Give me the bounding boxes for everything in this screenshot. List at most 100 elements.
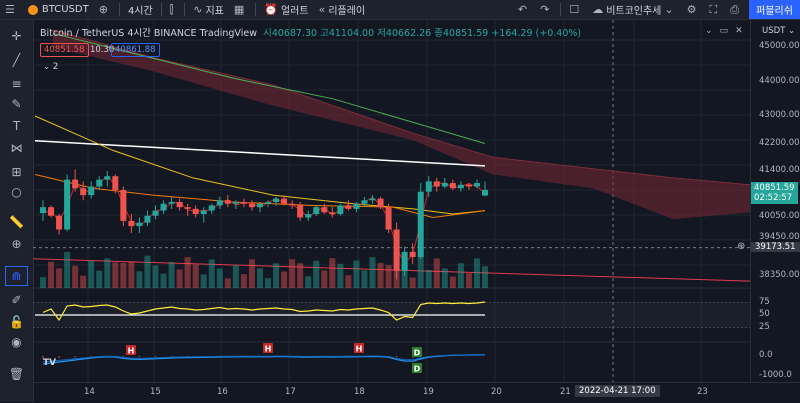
- publish-button[interactable]: 퍼블리쉬: [749, 0, 800, 19]
- volume-bar: [56, 268, 63, 288]
- chart-type-button[interactable]: ⫿: [165, 0, 182, 19]
- macd-tick: 0.0: [759, 350, 773, 360]
- volume-bar: [240, 274, 247, 288]
- h-marker-box: [263, 343, 273, 353]
- candle: [345, 200, 352, 211]
- ruler-tool-button[interactable]: 📏: [0, 212, 33, 232]
- lock-icon: 🔓: [9, 315, 24, 329]
- candle-body: [369, 198, 376, 201]
- volume-bar: [152, 265, 159, 288]
- pattern-icon: ⋈: [10, 141, 23, 155]
- volume-bar: [104, 258, 111, 288]
- buy-price-box[interactable]: 40861.88: [111, 43, 160, 57]
- candle: [337, 203, 344, 216]
- price-tick: 39450.00: [759, 232, 800, 243]
- menu-button[interactable]: ☰: [0, 0, 23, 19]
- maximize-icon[interactable]: ▭: [719, 26, 729, 36]
- currency-selector[interactable]: USDT ⌄: [762, 26, 796, 36]
- candle-body: [128, 220, 135, 227]
- candle: [64, 174, 71, 232]
- candle-body: [64, 179, 71, 230]
- text-tool-button[interactable]: T: [0, 116, 33, 136]
- candle: [136, 217, 143, 233]
- pattern-tool-button[interactable]: ⋈: [0, 138, 33, 158]
- layout-name: 비트코인추세: [606, 6, 662, 17]
- volume-bar: [409, 277, 416, 288]
- volume-bar: [441, 268, 448, 288]
- volume-bar: [144, 255, 151, 288]
- layout-name-button[interactable]: ☁ 비트코인추세 ⌄: [587, 0, 681, 19]
- price-tick: 41400.00: [759, 165, 800, 176]
- candle: [361, 196, 368, 208]
- candle-body: [48, 207, 55, 216]
- volume-bar: [208, 259, 215, 288]
- symbol-search[interactable]: BTCUSDT: [23, 0, 94, 19]
- volume-bar: [337, 263, 344, 288]
- alarm-icon: ⏰: [264, 3, 278, 16]
- h-marker-label: H: [128, 347, 135, 356]
- crosshair-tool-button[interactable]: ✛: [0, 26, 33, 46]
- zoom-tool-button[interactable]: ⊕: [0, 234, 33, 254]
- brush-tool-button[interactable]: ✎: [0, 94, 33, 114]
- volume-bar: [361, 270, 368, 288]
- candle: [297, 202, 304, 221]
- candle: [281, 195, 288, 206]
- snapshot-button[interactable]: ⎙: [725, 0, 747, 19]
- prediction-tool-button[interactable]: ⊞: [0, 162, 33, 182]
- fullscreen-button[interactable]: ⛶: [704, 0, 725, 19]
- indicators-button[interactable]: ∿ 지표: [188, 0, 229, 19]
- candle: [482, 181, 488, 197]
- candle-body: [441, 183, 448, 187]
- bar-countdown: 02:52:57: [754, 192, 793, 203]
- volume-bar: [256, 268, 263, 288]
- candle-body: [297, 205, 304, 218]
- trendline-tool-button[interactable]: ╱: [0, 50, 33, 70]
- alert-button[interactable]: ⏰ 얼러트: [259, 0, 313, 19]
- current-price-label: 40851.59 02:52:57: [751, 181, 798, 204]
- compare-button[interactable]: ⊕: [94, 0, 116, 19]
- sell-price-box[interactable]: 40851.58: [40, 43, 89, 57]
- candle: [40, 200, 46, 221]
- candle: [305, 210, 312, 221]
- remove-drawings-button[interactable]: 🗑: [0, 364, 33, 384]
- fib-tool-button[interactable]: ≡: [0, 74, 33, 94]
- magnet-tool-button[interactable]: ⋒: [5, 266, 28, 286]
- candle-body: [361, 200, 368, 204]
- collapse-icon[interactable]: ⌄: [705, 26, 713, 36]
- candle-body: [465, 184, 472, 187]
- circle-tool-button[interactable]: ○: [0, 182, 33, 202]
- time-tick: 17: [285, 387, 296, 397]
- volume-bar: [305, 276, 312, 288]
- volume-bar: [385, 265, 392, 288]
- time-axis[interactable]: 14 15 16 17 18 19 20 21 23 2022-04-21 17:00: [33, 382, 800, 403]
- price-axis[interactable]: 45000.00 44000.00 43000.00 42200.00 41400.00…: [750, 20, 800, 382]
- hide-drawings-button[interactable]: ◉: [0, 332, 33, 352]
- candle-body: [168, 202, 175, 204]
- redo-button[interactable]: ↷: [535, 0, 557, 19]
- replay-button[interactable]: «리플레이: [314, 0, 371, 19]
- undo-button[interactable]: ↶: [513, 0, 535, 19]
- candle: [353, 202, 360, 213]
- stay-drawing-button[interactable]: ✐: [0, 290, 33, 310]
- rsi-line: [42, 301, 486, 322]
- d-marker: D: [412, 363, 422, 374]
- price-chart[interactable]: H H H DD TV: [33, 20, 750, 382]
- candle: [144, 210, 151, 227]
- volume-bar: [72, 265, 79, 288]
- indicators-collapse[interactable]: ⌄ 2: [40, 61, 61, 73]
- interval-selector[interactable]: 4시간: [123, 0, 158, 19]
- candle-body: [449, 183, 456, 189]
- candle: [184, 203, 191, 216]
- candle: [192, 205, 199, 218]
- layout-select-button[interactable]: ☐: [564, 0, 587, 19]
- add-alert-icon[interactable]: ⊕: [737, 240, 746, 252]
- trash-icon: 🗑: [8, 367, 25, 381]
- templates-button[interactable]: ▦: [229, 0, 252, 19]
- moving-average-yellow: [34, 115, 486, 215]
- gear-icon: ⚙: [686, 3, 697, 16]
- volume-bar: [425, 270, 432, 288]
- volume-bar: [200, 274, 207, 288]
- close-icon[interactable]: ✕: [735, 26, 743, 36]
- lock-drawings-button[interactable]: 🔓: [0, 312, 33, 332]
- settings-button[interactable]: ⚙: [682, 0, 705, 19]
